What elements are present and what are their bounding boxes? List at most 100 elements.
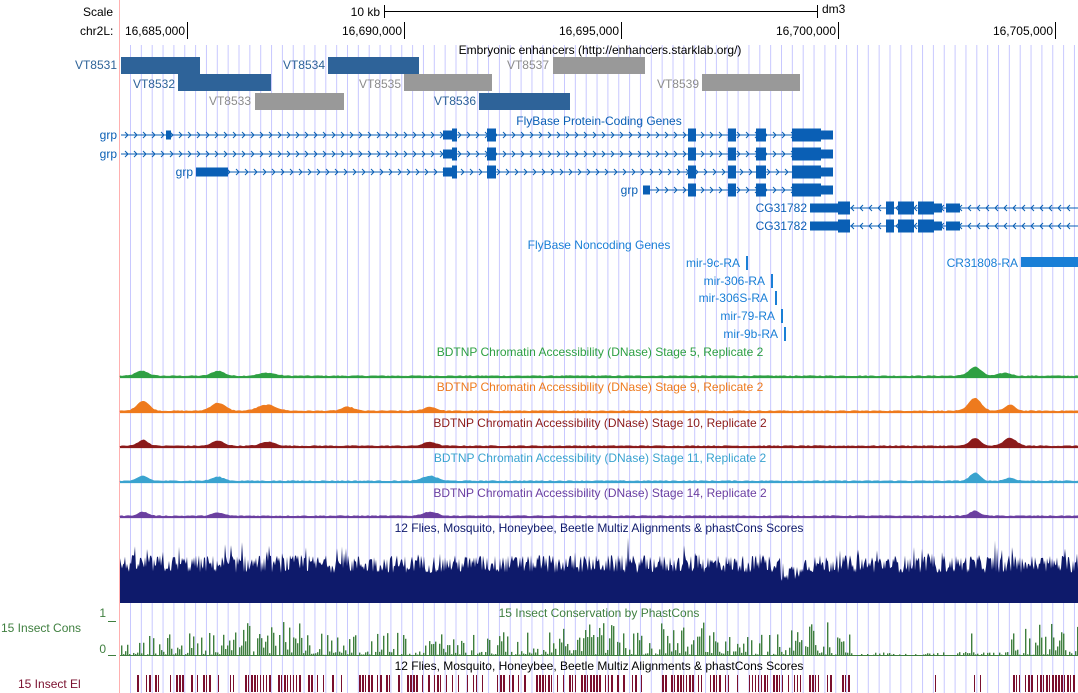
conserved-element-block bbox=[797, 675, 798, 692]
gene-label-cg31782-1[interactable]: CG31782 bbox=[755, 201, 807, 215]
ncgene-label-mir-9b[interactable]: mir-9b-RA bbox=[723, 327, 778, 341]
cg31782-exon bbox=[934, 221, 942, 231]
strand-arrow bbox=[367, 150, 372, 158]
conserved-element-block bbox=[596, 675, 598, 692]
strand-arrow bbox=[394, 150, 399, 158]
ncgene-label-mir-9c[interactable]: mir-9c-RA bbox=[686, 256, 740, 270]
gene-label-grp-2[interactable]: grp bbox=[99, 147, 117, 161]
strand-arrow bbox=[703, 168, 708, 176]
phastcons-bar bbox=[497, 645, 499, 656]
conserved-element-block bbox=[587, 675, 588, 692]
phastcons-track-title[interactable]: 15 Insect Conservation by PhastCons bbox=[498, 606, 700, 620]
cg31782-exon bbox=[946, 203, 960, 213]
conserved-element-block bbox=[632, 675, 633, 692]
conserved-element-block bbox=[698, 675, 699, 692]
dnase-stage9-title[interactable]: BDTNP Chromatin Accessibility (DNase) St… bbox=[436, 380, 764, 394]
grp-exon bbox=[756, 165, 766, 179]
phastcons-bar bbox=[135, 653, 137, 656]
ncgene-label-mir-79[interactable]: mir-79-RA bbox=[720, 309, 775, 323]
ncgene-label-cr31808[interactable]: CR31808-RA bbox=[946, 256, 1018, 270]
dnase-stage14-title[interactable]: BDTNP Chromatin Accessibility (DNase) St… bbox=[433, 486, 767, 500]
enhancer-feature-vt8534[interactable] bbox=[328, 57, 419, 74]
strand-arrow bbox=[379, 168, 384, 176]
grp-exon bbox=[756, 128, 766, 142]
ncgene-feature-mir-9b[interactable] bbox=[784, 327, 786, 341]
phastcons-bar bbox=[1069, 651, 1071, 656]
enhancer-feature-vt8532[interactable] bbox=[178, 74, 271, 91]
enhancer-feature-vt8536[interactable] bbox=[479, 93, 570, 110]
strand-arrow bbox=[250, 131, 255, 139]
phastcons-bar bbox=[827, 622, 829, 656]
ncgene-feature-mir-9c[interactable] bbox=[746, 256, 748, 270]
enhancer-label-vt8534[interactable]: VT8534 bbox=[282, 58, 325, 72]
phastcons-bar bbox=[711, 653, 713, 656]
phastcons-bar bbox=[561, 642, 563, 656]
phastcons-bar bbox=[655, 653, 657, 656]
phastcons-bar bbox=[297, 643, 299, 656]
ncgene-feature-mir-79[interactable] bbox=[781, 309, 783, 323]
phastcons-bar bbox=[693, 640, 695, 656]
phastcons-bar bbox=[1055, 650, 1057, 656]
enhancer-feature-vt8533[interactable] bbox=[255, 93, 344, 110]
phastcons-bar bbox=[353, 636, 355, 656]
conserved-element-block bbox=[509, 675, 510, 692]
enhancer-feature-vt8537[interactable] bbox=[553, 57, 645, 74]
strand-arrow bbox=[466, 150, 471, 158]
phastcons-bar bbox=[793, 650, 795, 656]
strand-arrow bbox=[538, 131, 543, 139]
noncoding-genes-track-title[interactable]: FlyBase Noncoding Genes bbox=[527, 238, 671, 252]
dnase-stage5-title[interactable]: BDTNP Chromatin Accessibility (DNase) St… bbox=[436, 345, 764, 359]
conserved-element-block bbox=[692, 675, 694, 692]
phastcons-bar bbox=[567, 643, 569, 656]
phastcons-side-label[interactable]: 15 Insect Cons bbox=[1, 621, 82, 635]
strand-arrow bbox=[322, 150, 327, 158]
enhancer-label-vt8539[interactable]: VT8539 bbox=[656, 77, 699, 91]
conserved-element-block bbox=[569, 675, 571, 692]
grp-exon bbox=[443, 167, 452, 177]
ncgene-feature-cr31808[interactable] bbox=[1021, 257, 1078, 267]
enhancer-feature-vt8535[interactable] bbox=[404, 74, 492, 91]
dnase-stage11-title[interactable]: BDTNP Chromatin Accessibility (DNase) St… bbox=[433, 451, 767, 465]
conserved-element-block bbox=[752, 675, 753, 692]
conserved-element-block bbox=[287, 675, 288, 692]
phastcons-bar bbox=[619, 642, 621, 656]
strand-arrow bbox=[622, 168, 627, 176]
gene-label-grp-3[interactable]: grp bbox=[175, 165, 193, 179]
gene-label-grp-4[interactable]: grp bbox=[620, 183, 638, 197]
enhancer-label-vt8533[interactable]: VT8533 bbox=[208, 94, 251, 108]
grp-exon bbox=[688, 165, 696, 179]
coding-genes-track-title[interactable]: FlyBase Protein-Coding Genes bbox=[516, 114, 682, 128]
elements-side-label[interactable]: 15 Insect El bbox=[18, 677, 81, 691]
enhancer-feature-vt8531[interactable] bbox=[121, 57, 200, 74]
enhancer-label-vt8531[interactable]: VT8531 bbox=[74, 58, 117, 72]
enhancer-feature-vt8539[interactable] bbox=[702, 74, 800, 91]
strand-arrow bbox=[583, 131, 588, 139]
strand-arrow bbox=[277, 131, 282, 139]
phastcons-bar bbox=[815, 645, 817, 656]
conserved-element-block bbox=[428, 675, 430, 692]
gene-label-cg31782-2[interactable]: CG31782 bbox=[755, 219, 807, 233]
phastcons-bar bbox=[893, 653, 895, 656]
dnase-stage10-title[interactable]: BDTNP Chromatin Accessibility (DNase) St… bbox=[433, 416, 767, 430]
enhancer-label-vt8535[interactable]: VT8535 bbox=[358, 77, 401, 91]
strand-arrow bbox=[682, 150, 687, 158]
enhancer-label-vt8537[interactable]: VT8537 bbox=[506, 58, 549, 72]
enhancer-track-title[interactable]: Embryonic enhancers (http://enhancers.st… bbox=[458, 43, 742, 57]
ncgene-label-mir-306s[interactable]: mir-306S-RA bbox=[698, 291, 768, 305]
enhancer-label-vt8532[interactable]: VT8532 bbox=[132, 77, 175, 91]
elements-track-title[interactable]: 12 Flies, Mosquito, Honeybee, Beetle Mul… bbox=[394, 659, 804, 673]
phastcons-bar bbox=[359, 652, 361, 656]
ncgene-feature-mir-306s[interactable] bbox=[775, 291, 777, 305]
multiz-track-title[interactable]: 12 Flies, Mosquito, Honeybee, Beetle Mul… bbox=[394, 521, 804, 535]
phastcons-bar bbox=[697, 636, 699, 656]
conserved-element-block bbox=[557, 675, 558, 692]
enhancer-label-vt8536[interactable]: VT8536 bbox=[433, 94, 476, 108]
gene-label-grp-1[interactable]: grp bbox=[99, 128, 117, 142]
phastcons-bar bbox=[709, 635, 711, 656]
ncgene-label-mir-306[interactable]: mir-306-RA bbox=[703, 274, 765, 288]
strand-arrow bbox=[142, 131, 147, 139]
strand-arrow bbox=[268, 131, 273, 139]
ncgene-feature-mir-306[interactable] bbox=[771, 274, 773, 288]
strand-arrow bbox=[241, 150, 246, 158]
